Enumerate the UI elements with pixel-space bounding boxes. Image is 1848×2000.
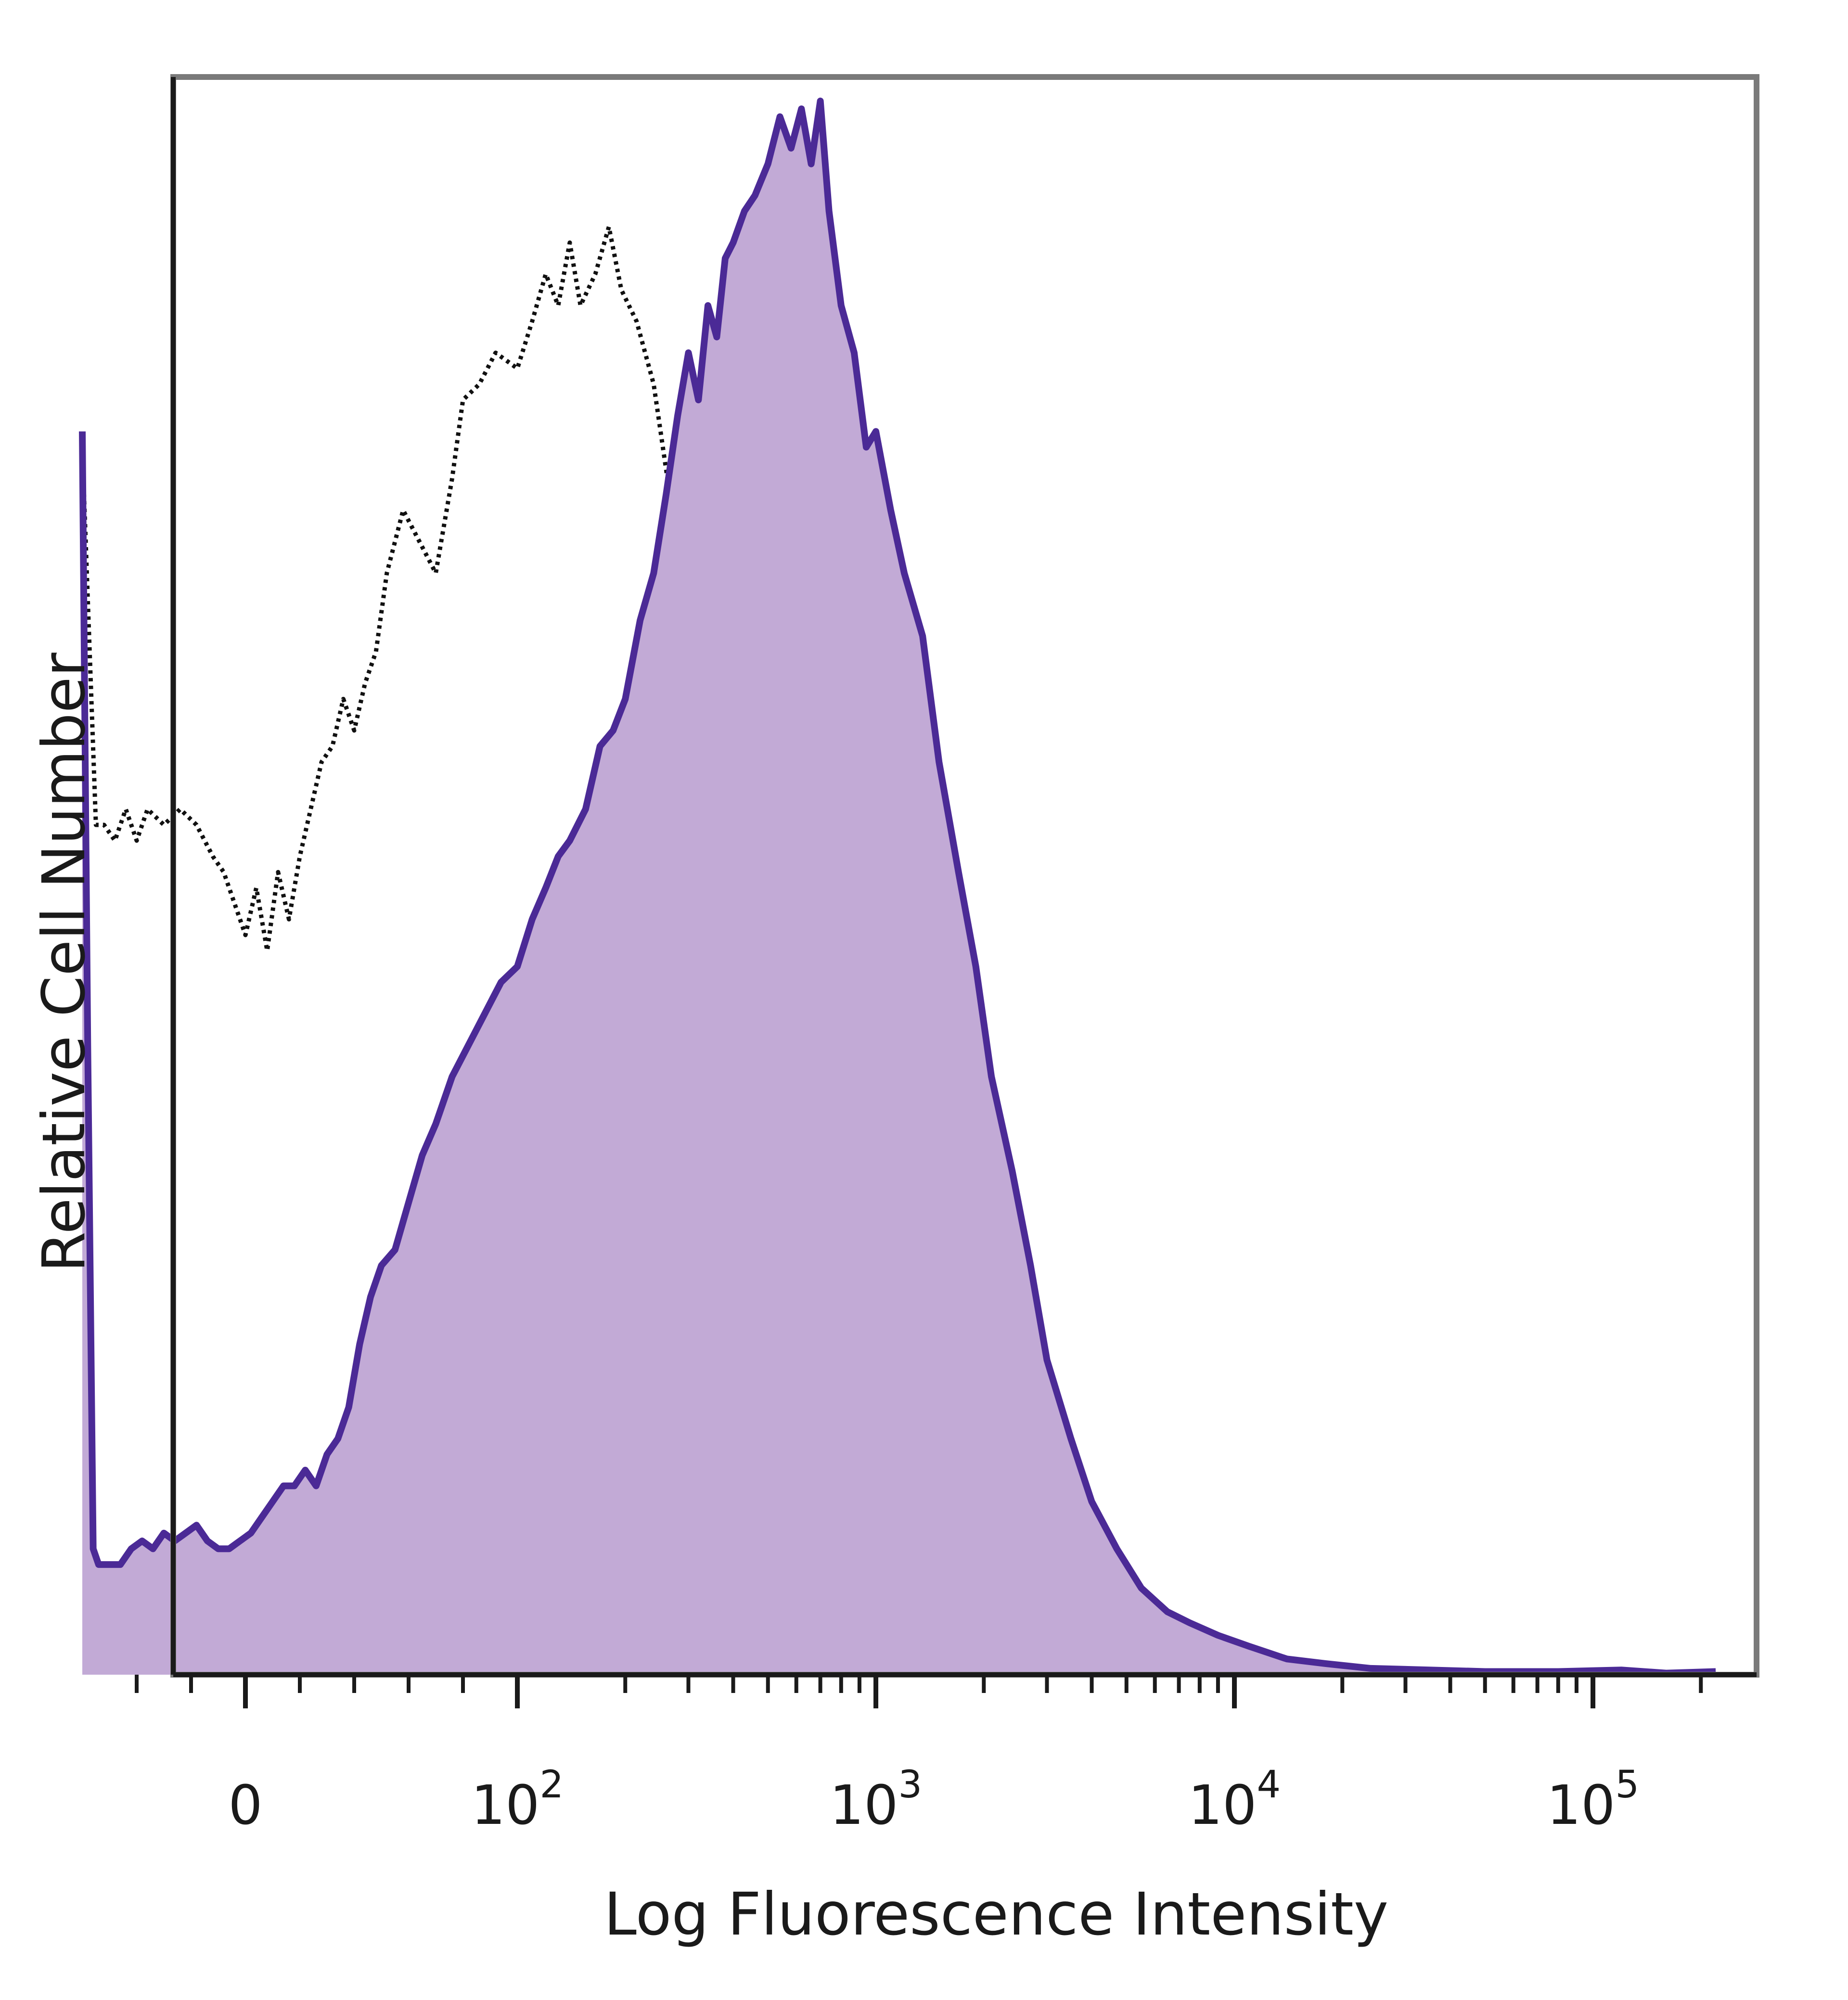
x-tick-label-2: 103 — [830, 1763, 922, 1837]
series-1-fill — [82, 101, 1716, 1675]
x-ticks — [135, 1675, 1703, 1708]
series-layer — [79, 97, 1716, 1677]
x-tick-label-0: 0 — [228, 1774, 262, 1837]
x-tick-labels: 0 102 103 104 105 — [228, 1763, 1639, 1837]
series-1-line — [79, 97, 1716, 1677]
x-tick-label-3: 104 — [1188, 1763, 1281, 1837]
x-tick-label-1: 102 — [471, 1763, 564, 1837]
x-axis-label: Log Fluorescence Intensity — [604, 1880, 1388, 1949]
x-tick-label-4: 105 — [1547, 1763, 1639, 1837]
y-axis-label: Relative Cell Number — [30, 652, 98, 1272]
